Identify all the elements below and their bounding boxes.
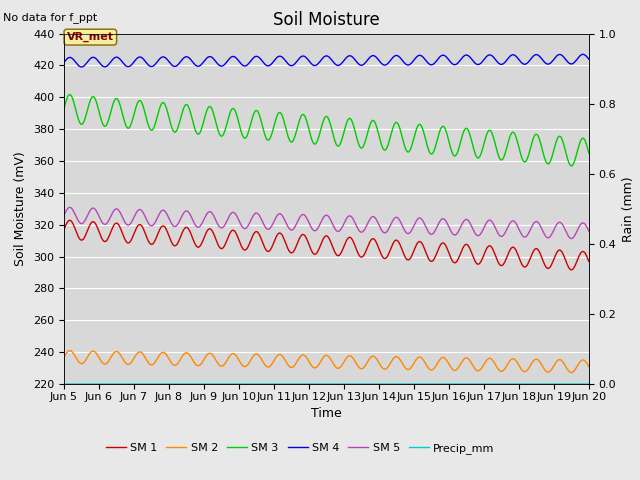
Precip_mm (100, 381, 108, 387)
Title: Soil Moisture: Soil Moisture (273, 11, 380, 29)
SM 3 (60, 106, 68, 111)
SM 4 (122, 63, 130, 69)
SM 2 (568, 370, 575, 375)
Line: SM 4: SM 4 (64, 54, 589, 67)
SM 2 (303, 356, 311, 361)
SM 1 (66, 217, 74, 223)
SM 4 (283, 60, 291, 66)
SM 5 (585, 228, 593, 234)
Y-axis label: Soil Moisture (mV): Soil Moisture (mV) (15, 151, 28, 266)
Legend: SM 1, SM 2, SM 3, SM 4, SM 5, Precip_mm: SM 1, SM 2, SM 3, SM 4, SM 5, Precip_mm (101, 439, 499, 458)
SM 4 (579, 51, 587, 57)
SM 4 (294, 57, 301, 63)
Line: SM 3: SM 3 (64, 95, 589, 166)
Precip_mm (294, 381, 301, 387)
Precip_mm (359, 381, 367, 387)
SM 2 (101, 361, 109, 367)
SM 1 (60, 227, 68, 232)
Text: VR_met: VR_met (67, 32, 114, 42)
Line: SM 1: SM 1 (64, 220, 589, 270)
SM 2 (585, 364, 593, 370)
SM 2 (283, 360, 291, 366)
SM 5 (568, 236, 575, 241)
Precip_mm (122, 381, 130, 387)
SM 3 (283, 130, 291, 136)
SM 3 (359, 144, 367, 150)
SM 1 (359, 253, 367, 259)
SM 1 (303, 238, 311, 243)
SM 2 (359, 365, 367, 371)
SM 5 (283, 222, 291, 228)
SM 5 (60, 212, 68, 218)
SM 3 (294, 123, 301, 129)
Text: No data for f_ppt: No data for f_ppt (3, 12, 97, 23)
SM 3 (585, 150, 593, 156)
SM 5 (66, 204, 74, 210)
SM 1 (101, 239, 109, 244)
Line: SM 2: SM 2 (64, 351, 589, 372)
SM 5 (303, 216, 311, 222)
Y-axis label: Rain (mm): Rain (mm) (622, 176, 635, 241)
SM 4 (77, 64, 85, 70)
SM 2 (66, 348, 74, 354)
SM 3 (303, 120, 311, 126)
Precip_mm (60, 381, 68, 387)
Precip_mm (283, 381, 291, 387)
SM 3 (122, 123, 130, 129)
SM 4 (585, 56, 593, 62)
SM 3 (101, 123, 109, 129)
Precip_mm (303, 381, 311, 387)
SM 4 (101, 64, 109, 70)
SM 5 (359, 228, 367, 234)
SM 1 (294, 239, 301, 245)
SM 5 (294, 218, 301, 224)
SM 5 (122, 221, 130, 227)
SM 1 (568, 267, 575, 273)
SM 4 (359, 62, 367, 68)
SM 4 (60, 60, 68, 65)
Line: SM 5: SM 5 (64, 207, 589, 239)
Precip_mm (585, 381, 593, 387)
SM 3 (66, 92, 74, 97)
SM 2 (122, 361, 130, 367)
SM 2 (60, 354, 68, 360)
SM 2 (294, 357, 301, 363)
SM 1 (122, 239, 130, 245)
SM 4 (303, 56, 311, 62)
SM 1 (585, 258, 593, 264)
SM 3 (568, 163, 575, 169)
SM 1 (283, 244, 291, 250)
X-axis label: Time: Time (311, 407, 342, 420)
SM 5 (101, 221, 109, 227)
